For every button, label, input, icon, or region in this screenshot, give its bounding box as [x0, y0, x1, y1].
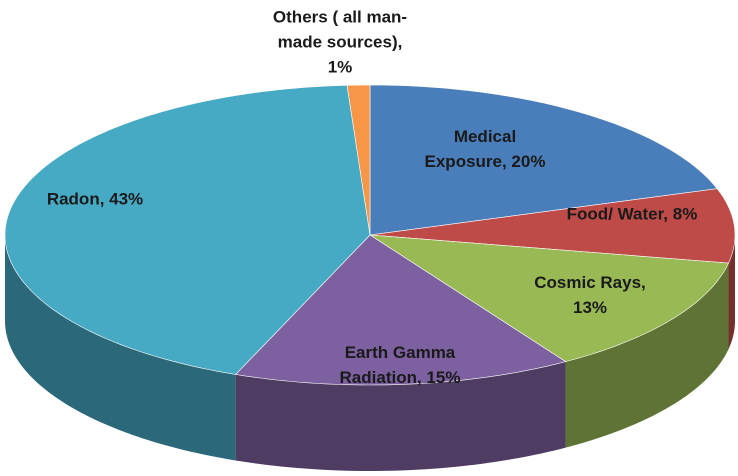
data-label: 1% [328, 57, 353, 76]
slice [346, 84, 371, 236]
data-label: Radiation, 15% [340, 368, 461, 387]
data-label: Exposure, 20% [425, 152, 546, 171]
data-label: Earth Gamma [345, 343, 456, 362]
data-label: Others ( all man- [273, 7, 407, 26]
slice [369, 234, 729, 362]
slice [235, 234, 567, 386]
data-label: Medical [454, 127, 516, 146]
data-label: Food/ Water, 8% [567, 204, 698, 223]
slice [369, 84, 718, 236]
data-label: 13% [573, 298, 607, 317]
slice-side [235, 361, 566, 471]
slice-side [565, 263, 729, 448]
slice-side [5, 235, 236, 461]
data-label: made sources), [278, 32, 403, 51]
slice [369, 188, 736, 264]
slice-side [728, 235, 735, 350]
slice [4, 84, 371, 375]
data-label: Cosmic Rays, [534, 273, 646, 292]
data-label: Radon, 43% [47, 189, 143, 208]
